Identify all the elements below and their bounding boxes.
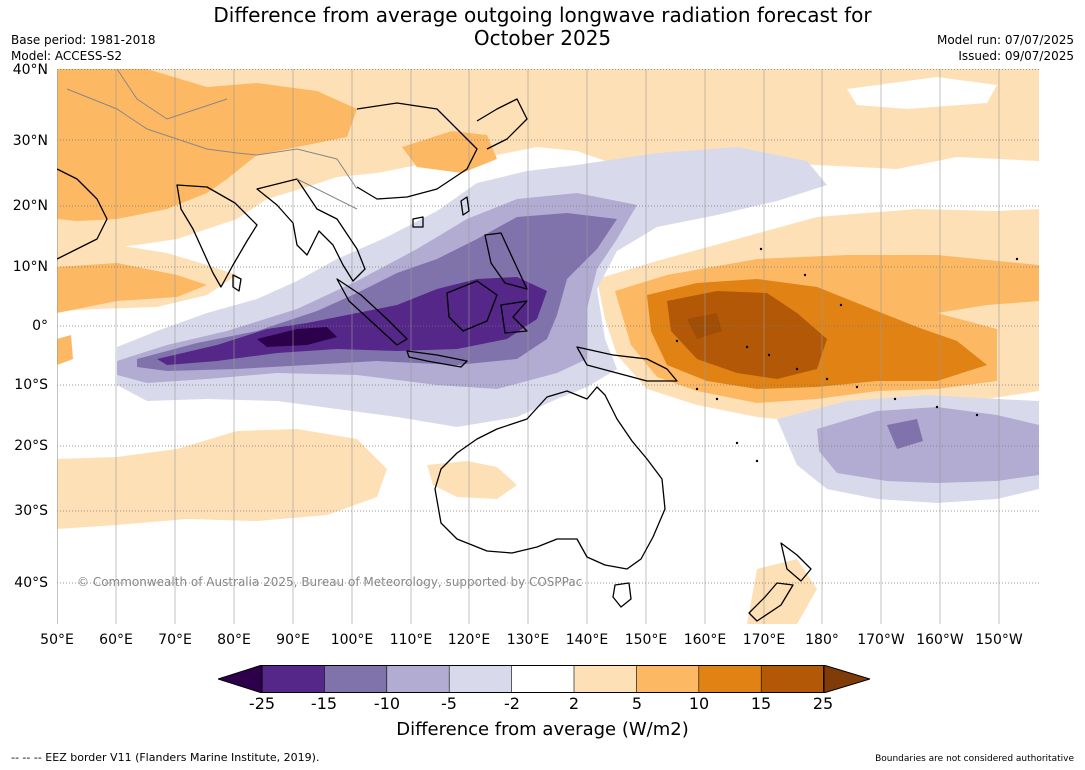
colorbar-segments: [218, 665, 870, 693]
boundaries-disclaimer: Boundaries are not considered authoritat…: [875, 754, 1074, 764]
copyright-notice: © Commonwealth of Australia 2025, Bureau…: [77, 575, 583, 589]
shade-nearzero-north-pacific: [847, 77, 997, 109]
lon-label-80e: 80°E: [217, 632, 251, 648]
shade-positive-asia: [57, 69, 357, 221]
pacific-islands: [675, 247, 1019, 463]
meta-left: Base period: 1981-2018 Model: ACCESS-S2: [11, 32, 156, 64]
lat-label-30s: 30°S: [14, 503, 48, 519]
lat-label-20s: 20°S: [14, 438, 48, 454]
shade-positive-west-pacific-25: [667, 291, 827, 379]
coastline-australia: [434, 386, 666, 570]
colorbar-segment: [760, 665, 825, 693]
colorbar-tick: 15: [750, 694, 772, 713]
colorbar-tick: -5: [441, 694, 457, 713]
colorbar-segment: [698, 665, 762, 693]
lon-label-60e: 60°E: [99, 632, 133, 648]
colorbar-segment: [386, 665, 451, 693]
lon-label-120e: 120°E: [447, 632, 491, 648]
coastlines: [57, 98, 812, 622]
shade-positive-arabian-sea: [57, 263, 207, 313]
title-line-1: Difference from average outgoing longwav…: [213, 3, 872, 27]
issued-date: Issued: 09/07/2025: [958, 49, 1074, 63]
lon-label-170w: 170°W: [857, 632, 905, 648]
lat-label-40n: 40°N: [12, 62, 48, 78]
lon-label-150e: 150°E: [624, 632, 668, 648]
lat-label-40s: 40°S: [14, 575, 48, 591]
shade-positive-west-australia: [427, 461, 517, 499]
colorbar-tick: -15: [310, 694, 338, 713]
lon-label-130e: 130°E: [506, 632, 550, 648]
coastline-sulawesi: [500, 300, 528, 334]
coastline-new-zealand-north: [780, 542, 812, 582]
lat-label-10s: 10°S: [14, 377, 48, 393]
coastline-new-zealand-south: [748, 582, 794, 622]
lon-label-110e: 110°E: [389, 632, 433, 648]
lat-label-0: 0°: [32, 318, 48, 334]
shade-positive-south-indian: [57, 429, 387, 529]
colorbar-tick: 10: [688, 694, 710, 713]
lat-label-10n: 10°N: [12, 259, 48, 275]
shade-negative-south-pacific-10: [887, 419, 923, 449]
colorbar-tick: -10: [373, 694, 401, 713]
lon-label-150w: 150°W: [975, 632, 1023, 648]
coastline-tasmania: [612, 582, 632, 608]
lon-label-170e: 170°E: [742, 632, 786, 648]
coastline-borneo: [446, 280, 498, 332]
shade-negative-south-pacific-5: [817, 407, 1039, 483]
colorbar-segment: [573, 665, 638, 693]
colorbar-tick: 25: [812, 694, 834, 713]
meridians: [57, 69, 1000, 624]
colorbar-segment: [636, 665, 700, 693]
colorbar-label: Difference from average (W/m2): [396, 719, 689, 740]
coastline-india: [176, 184, 258, 288]
colorbar-tick: 5: [631, 694, 643, 713]
colorbar-segment: [511, 665, 575, 693]
shade-positive-west-pacific-core: [687, 313, 722, 339]
coastline-sumatra: [336, 278, 408, 346]
shade-positive-tasman: [747, 559, 817, 624]
colorbar-tick: -2: [504, 694, 520, 713]
colorbar-tick: -25: [248, 694, 276, 713]
colorbar-border: [261, 665, 825, 693]
lon-label-50e: 50°E: [40, 632, 74, 648]
lon-label-160w: 160°W: [916, 632, 964, 648]
coastline-se-asia: [256, 178, 366, 282]
eez-border-note: -- -- -- EEZ border V11 (Flanders Marine…: [11, 751, 320, 764]
coastline-sri-lanka: [232, 274, 242, 292]
coastline-philippines: [484, 232, 528, 290]
colorbar-segment: [448, 665, 513, 693]
coastline-new-guinea: [576, 346, 678, 382]
model-run: Model run: 07/07/2025: [936, 33, 1074, 47]
olr-anomaly-map: [57, 69, 1039, 624]
colorbar-segment: [324, 665, 388, 693]
lon-label-180: 180°: [805, 632, 839, 648]
coastline-arabia: [57, 168, 108, 260]
coastline-korea-japan: [476, 98, 528, 150]
coastline-taiwan: [460, 196, 470, 216]
country-borders: [66, 69, 358, 210]
lat-label-20n: 20°N: [12, 198, 48, 214]
model-name: Model: ACCESS-S2: [11, 49, 123, 63]
lon-label-140e: 140°E: [565, 632, 609, 648]
shade-positive-east-china: [402, 131, 497, 173]
lat-label-30n: 30°N: [12, 133, 48, 149]
shade-negative-25: [257, 327, 337, 347]
lon-label-160e: 160°E: [683, 632, 727, 648]
meta-right: Model run: 07/07/2025 Issued: 09/07/2025: [937, 32, 1074, 64]
shade-positive-west-edge: [57, 335, 73, 365]
colorbar: [218, 665, 870, 693]
colorbar-extend-low: [218, 665, 263, 693]
lon-label-100e: 100°E: [330, 632, 374, 648]
title-line-2: October 2025: [473, 26, 612, 50]
lon-label-90e: 90°E: [276, 632, 310, 648]
coastline-china: [356, 102, 478, 200]
map-title: Difference from average outgoing longwav…: [0, 4, 1085, 50]
coastline-java: [406, 350, 468, 368]
colorbar-extend-high: [823, 665, 870, 693]
colorbar-tick: 2: [568, 694, 580, 713]
lon-label-70e: 70°E: [158, 632, 192, 648]
base-period: Base period: 1981-2018: [11, 33, 156, 47]
coastline-hainan: [412, 216, 424, 228]
colorbar-segment: [261, 665, 326, 693]
